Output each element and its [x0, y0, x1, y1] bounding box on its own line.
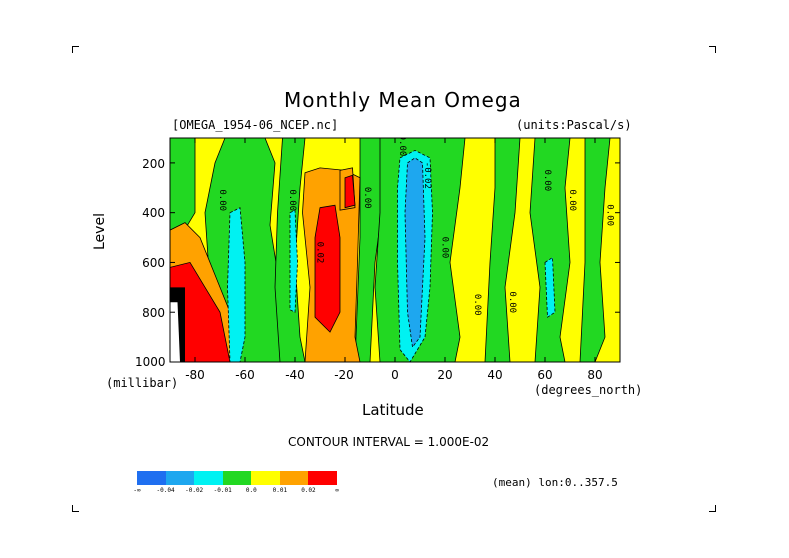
mean-longitude-note: (mean) lon:0..357.5	[492, 476, 618, 489]
contour-label: 0.00	[507, 291, 517, 313]
contour-label: 0.00	[542, 169, 552, 191]
contour-label: 0.00	[472, 294, 482, 316]
contour-label: -0.02	[422, 162, 432, 189]
contour-fill-green	[529, 138, 571, 362]
x-axis-units: (degrees_north)	[534, 383, 643, 397]
x-tick-label: -20	[334, 368, 354, 382]
contour-fill-cyan	[227, 207, 246, 362]
corner-mark	[72, 46, 79, 53]
colorbar-label: 0.01	[272, 487, 288, 494]
units-label: (units:Pascal/s)	[516, 118, 632, 132]
contour-fill-green	[484, 138, 521, 362]
y-tick-label: 400	[142, 206, 165, 220]
colorbar-label: -0.02	[185, 487, 204, 494]
x-tick-label: 80	[587, 368, 603, 382]
x-tick-label: 40	[487, 368, 503, 382]
colorbar-swatch	[279, 471, 309, 485]
x-tick-label: 0	[391, 368, 399, 382]
corner-mark	[709, 505, 716, 512]
terrain-mask	[170, 302, 180, 362]
colorbar-swatch	[137, 471, 166, 485]
contour-fill-red	[344, 174, 356, 209]
x-tick-label: 60	[537, 368, 553, 382]
colorbar-label: -∞	[133, 487, 141, 494]
contour-label: 0.00	[397, 135, 407, 157]
contour-label: 0.02	[315, 242, 325, 264]
contour-fill-cyan	[289, 209, 298, 313]
x-axis-label: Latitude	[362, 401, 424, 419]
y-axis-units: (millibar)	[106, 376, 179, 390]
x-tick-label: 20	[437, 368, 453, 382]
contour-label: 0.00	[567, 189, 577, 211]
colorbar-label: -0.04	[156, 487, 175, 494]
x-tick-label: -60	[235, 368, 255, 382]
corner-mark	[72, 505, 79, 512]
y-tick-label: 800	[142, 306, 165, 320]
contour-fill-blue	[404, 157, 426, 349]
corner-mark	[709, 46, 716, 53]
contour-fill-cyan	[544, 256, 556, 318]
colorbar-swatch	[165, 471, 195, 485]
y-tick-label: 600	[142, 256, 165, 270]
dataset-name: [OMEGA_1954-06_NCEP.nc]	[172, 118, 339, 132]
colorbar-swatch	[194, 471, 223, 485]
colorbar-label: -0.01	[213, 487, 232, 494]
colorbar-swatch	[308, 471, 338, 485]
contour-label: 0.00	[287, 189, 297, 211]
chart-title: Monthly Mean Omega	[284, 88, 522, 112]
colorbar	[137, 471, 338, 485]
contour-fill-green	[579, 138, 611, 362]
contour-label: 0.00	[217, 189, 227, 211]
y-axis-label: Level	[92, 213, 108, 250]
y-tick-label: 200	[142, 157, 165, 171]
x-tick-label: -40	[285, 368, 305, 382]
colorbar-label: 0.02	[301, 487, 316, 494]
contour-fill-red	[314, 204, 341, 333]
contour-interval: CONTOUR INTERVAL = 1.000E-02	[288, 435, 490, 449]
contour-label: 0.00	[440, 237, 450, 259]
contour-label: 0.00	[605, 204, 615, 226]
contour-fill-group: 0.00 0.00 0.02 0.00 0.00 -0.02 0.00 0.00 0.00 0.0…	[170, 135, 620, 362]
contour-label: 0.00	[362, 187, 372, 209]
colorbar-swatch	[222, 471, 252, 485]
y-tick-label: 1000	[135, 355, 166, 369]
colorbar-label: ∞	[335, 487, 339, 494]
colorbar-swatch	[251, 471, 280, 485]
x-tick-label: -80	[185, 368, 205, 382]
colorbar-label: 0.0	[245, 487, 257, 494]
